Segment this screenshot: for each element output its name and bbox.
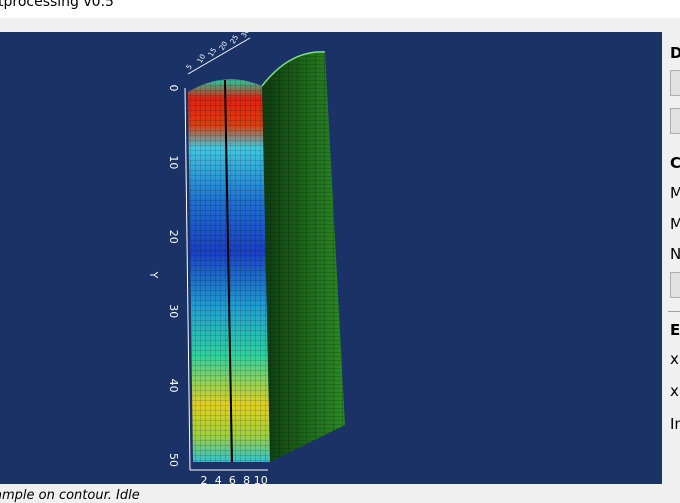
- field-label: N: [670, 245, 680, 263]
- x-tick-label: 6: [229, 474, 236, 484]
- y-tick-label: 50: [167, 453, 180, 467]
- separator: [668, 311, 680, 312]
- x-tick-label: 4: [215, 474, 222, 484]
- y-tick-label: 10: [167, 155, 180, 169]
- status-bar: ample on contour. Idle: [0, 484, 680, 503]
- z-tick-label: 10: [196, 53, 207, 65]
- section-heading: D: [670, 44, 680, 62]
- status-message: ample on contour.: [0, 488, 112, 503]
- 3d-viewport[interactable]: 0 10 20 30 40 50 2 4 6 8 10 5 10 15 20 25 30 Y: [0, 27, 662, 487]
- button[interactable]: [670, 70, 680, 96]
- section-heading: C: [670, 154, 680, 172]
- field-label: x(: [670, 350, 680, 368]
- z-tick-label: 25: [229, 34, 240, 46]
- x-tick-label: 2: [201, 474, 208, 484]
- y-tick-label: 20: [167, 230, 180, 244]
- field-label: M: [670, 215, 680, 233]
- field-label: In: [670, 415, 680, 433]
- status-state: Idle: [116, 488, 140, 503]
- status-text: ample on contour. Idle: [0, 488, 140, 503]
- x-tick-label: 8: [243, 474, 250, 484]
- field-label: x1: [670, 382, 680, 400]
- section-heading: E: [670, 321, 680, 339]
- side-panel: D C M M N E x( x1 In: [662, 32, 680, 484]
- z-tick-label: 5: [185, 63, 194, 71]
- y-tick-label: 30: [167, 304, 180, 318]
- y-axis-label: Y: [147, 271, 160, 279]
- y-tick-label: 0: [167, 85, 180, 92]
- window-title: tprocessing v0.5: [0, 0, 114, 10]
- field-label: M: [670, 184, 680, 202]
- button[interactable]: [670, 108, 680, 134]
- x-tick-label: 10: [254, 474, 268, 484]
- axes: [184, 37, 268, 471]
- button[interactable]: [670, 272, 680, 298]
- z-tick-label: 20: [218, 40, 229, 52]
- title-bar: tprocessing v0.5: [0, 0, 680, 18]
- z-tick-label: 30: [240, 32, 251, 39]
- z-tick-label: 15: [207, 46, 218, 58]
- y-tick-label: 40: [167, 379, 180, 393]
- mesh-body: [188, 51, 345, 463]
